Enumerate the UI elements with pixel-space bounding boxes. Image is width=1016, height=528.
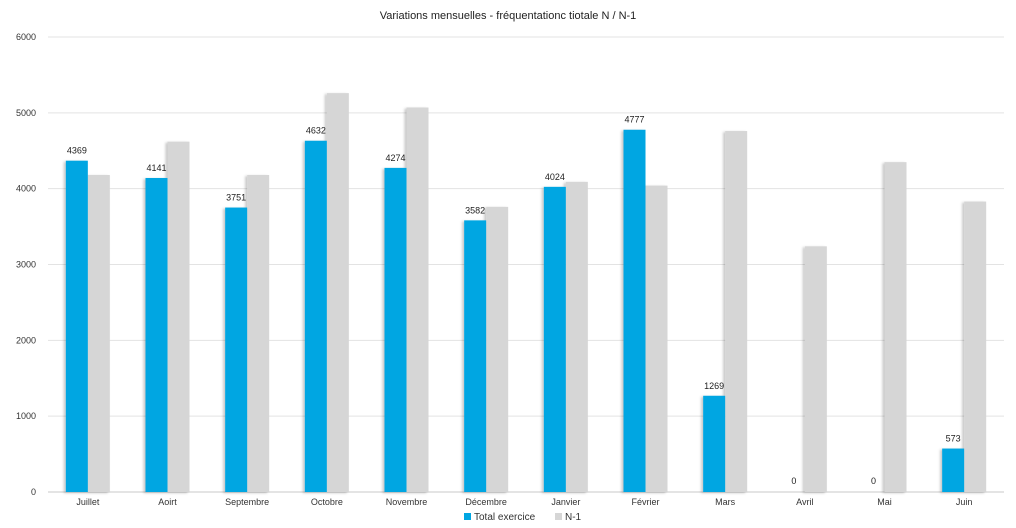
y-tick-label: 3000	[16, 260, 36, 270]
x-category-label: Avril	[796, 497, 813, 507]
data-label: 4369	[67, 146, 87, 156]
bar-n-1	[725, 131, 748, 493]
y-tick-label: 0	[31, 487, 36, 497]
y-tick-label: 1000	[16, 411, 36, 421]
bar-n-1	[406, 107, 429, 493]
data-label: 0	[871, 476, 876, 486]
bar-total-exercice	[145, 177, 168, 492]
x-category-label: Février	[631, 497, 659, 507]
bar-total-exercice	[543, 186, 566, 492]
legend-swatch	[555, 513, 562, 520]
legend-swatch	[464, 513, 471, 520]
bar-total-exercice	[225, 207, 248, 492]
x-category-label: Aoirt	[158, 497, 177, 507]
data-label: 4632	[306, 126, 326, 136]
x-category-label: Mars	[715, 497, 735, 507]
data-labels: 4369 4141 3751 4632 4274 3582 4024 4777 1269 0 0 57…	[67, 115, 961, 486]
bar-n-1	[486, 206, 509, 492]
bar-n-1	[884, 162, 907, 492]
bar-total-exercice	[304, 140, 327, 493]
y-tick-label: 5000	[16, 108, 36, 118]
data-label: 4141	[146, 163, 166, 173]
data-label: 3751	[226, 193, 246, 203]
data-label: 4024	[545, 172, 565, 182]
bar-total-exercice	[384, 167, 407, 492]
chart-title: Variations mensuelles - fréquentationc t…	[380, 10, 637, 22]
x-category-label: Novembre	[386, 497, 428, 507]
x-category-label: Juin	[956, 497, 973, 507]
bar-n-1	[247, 175, 270, 492]
bar-n-1	[804, 246, 827, 492]
legend-label: Total exercice	[474, 512, 536, 523]
bar-n-1	[87, 175, 110, 492]
y-tick-label: 2000	[16, 335, 36, 345]
data-label: 573	[946, 434, 961, 444]
bar-total-exercice	[942, 448, 965, 492]
y-axis-ticks: 0 1000 2000 3000 4000 5000 6000	[16, 32, 36, 497]
bar-n-1	[964, 201, 987, 492]
bar-n-1	[326, 93, 349, 492]
x-axis-categories: Juillet Aoirt Septembre Octobre Novembre Déce…	[76, 497, 972, 507]
y-tick-label: 6000	[16, 32, 36, 42]
x-category-label: Mai	[877, 497, 892, 507]
bars	[65, 93, 987, 493]
x-category-label: Octobre	[311, 497, 343, 507]
x-category-label: Janvier	[551, 497, 580, 507]
bar-total-exercice	[464, 220, 487, 493]
gridlines	[48, 36, 1004, 493]
bar-n-1	[645, 185, 668, 492]
legend-label: N-1	[565, 512, 582, 523]
x-category-label: Septembre	[225, 497, 269, 507]
x-category-label: Décembre	[465, 497, 507, 507]
x-category-label: Juillet	[76, 497, 100, 507]
legend: Total exercice N-1	[464, 512, 582, 523]
bar-n-1	[565, 181, 588, 492]
bar-total-exercice	[623, 129, 646, 492]
bar-total-exercice	[703, 395, 726, 492]
data-label: 1269	[704, 381, 724, 391]
data-label: 4777	[624, 115, 644, 125]
data-label: 0	[791, 476, 796, 486]
data-label: 4274	[385, 153, 405, 163]
bar-n-1	[167, 141, 190, 492]
data-label: 3582	[465, 205, 485, 215]
bar-total-exercice	[65, 160, 88, 492]
y-tick-label: 4000	[16, 184, 36, 194]
